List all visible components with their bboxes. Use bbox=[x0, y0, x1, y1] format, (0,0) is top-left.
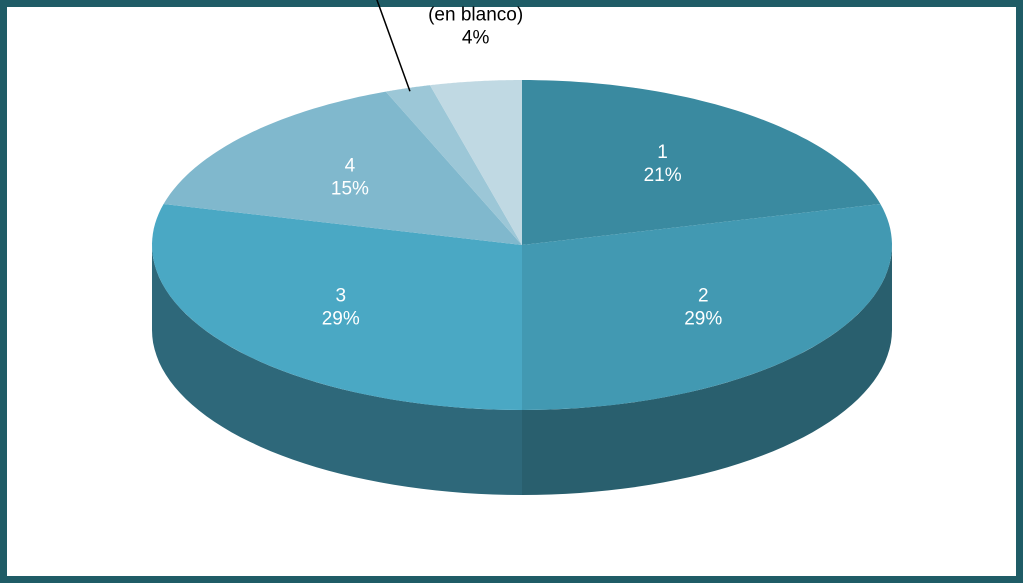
leader-line bbox=[376, 0, 411, 92]
value-label: 29% bbox=[684, 309, 722, 330]
category-label: 4 bbox=[345, 155, 356, 176]
category-label: 1 bbox=[657, 142, 668, 163]
pie-slice bbox=[522, 80, 881, 245]
value-label: 29% bbox=[322, 309, 360, 330]
pie-side bbox=[152, 245, 522, 495]
value-label: 21% bbox=[644, 165, 682, 186]
pie-slice bbox=[430, 80, 522, 245]
value-label: 4% bbox=[462, 27, 490, 48]
category-label: 3 bbox=[335, 286, 346, 307]
pie-slice bbox=[163, 91, 522, 245]
pie-slice bbox=[385, 85, 522, 245]
category-label: (en blanco) bbox=[428, 4, 523, 25]
category-label: 2 bbox=[698, 286, 709, 307]
pie-slice bbox=[522, 204, 892, 410]
pie-side bbox=[522, 245, 892, 495]
value-label: 15% bbox=[331, 178, 369, 199]
pie-slice bbox=[152, 204, 522, 410]
